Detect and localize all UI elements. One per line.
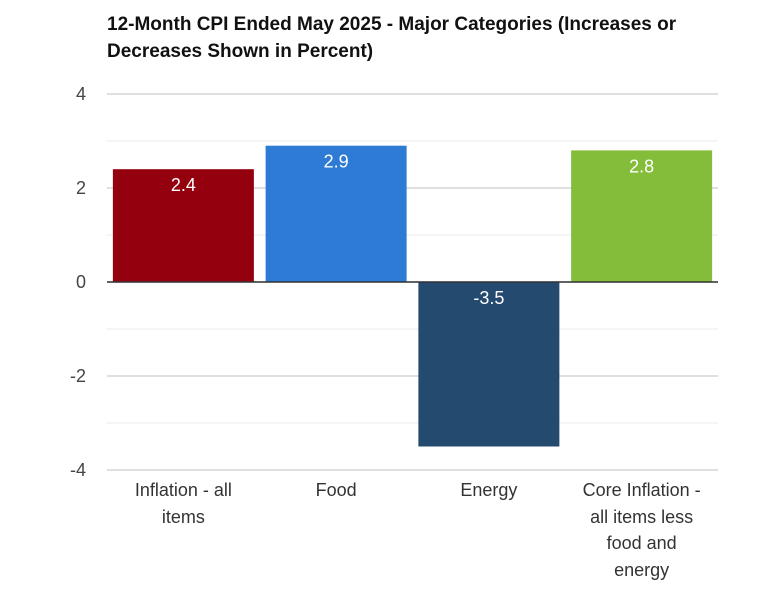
category-label-line: items [161,506,205,527]
category-label-line: Inflation - all [134,480,232,500]
data-label: -3.5 [473,288,504,308]
y-tick-label: -4 [70,460,86,480]
category-label-line: all items less [590,506,694,527]
y-tick-label: 0 [76,272,86,292]
data-label: 2.4 [171,175,196,195]
category-label: Core Inflation - all items less food and en… [567,477,717,583]
category-label: Inflation - all items [108,477,258,530]
data-label: 2.9 [324,152,349,172]
category-label-line: Energy [460,480,518,500]
category-label: Energy [414,477,564,504]
y-tick-label: 2 [76,178,86,198]
category-label-line: food and [606,533,677,553]
bar [112,169,254,282]
bar [571,150,713,282]
category-label-line: energy [614,559,670,580]
chart-title-line-2: Decreases Shown in Percent) [107,41,374,62]
bar [418,282,560,447]
category-label-line: Food [315,480,357,500]
y-tick-label: 4 [76,84,86,104]
data-label: 2.8 [629,156,654,176]
chart-title-line-1: 12-Month CPI Ended May 2025 - Major Cate… [107,14,677,35]
y-tick-label: -2 [70,366,86,386]
chart-title: 12-Month CPI Ended May 2025 - Major Cate… [107,11,747,65]
category-label-line: Core Inflation - [582,480,701,500]
category-label: Food [261,477,411,504]
bar [265,145,407,282]
